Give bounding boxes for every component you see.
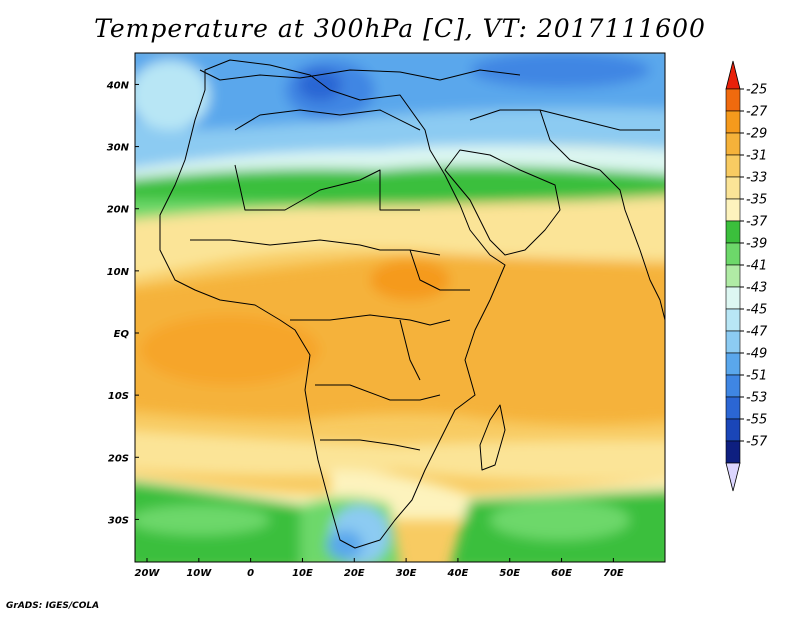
y-tick-label: 30S — [108, 515, 129, 526]
colorbar-label: -37 — [746, 215, 768, 230]
colorbar-segment — [725, 374, 741, 398]
madagascar-coastline — [479, 404, 506, 471]
x-tick-label: 20W — [135, 568, 161, 579]
x-tick-label: 30E — [396, 568, 417, 579]
colorbar-segment — [725, 264, 741, 288]
border-middle-east — [469, 109, 660, 131]
y-tick-label: 40N — [106, 80, 130, 91]
colorbar-label: -57 — [746, 435, 768, 450]
border-sahel — [190, 239, 441, 256]
y-tick-label: 10S — [108, 391, 129, 402]
colorbar-label: -43 — [746, 281, 767, 296]
africa-coastline — [159, 59, 506, 549]
colorbar-segment — [725, 198, 741, 222]
y-tick-label: 30N — [107, 143, 130, 154]
y-tick-label: EQ — [114, 329, 130, 340]
arabia-coastline — [444, 149, 561, 256]
temperature-field — [135, 53, 665, 562]
colorbar-segment — [725, 220, 741, 244]
colorbar-label: -45 — [746, 303, 767, 318]
grads-footer: GrADS: IGES/COLA — [6, 601, 100, 611]
x-tick-label: 60E — [551, 568, 572, 579]
colorbar-segment — [725, 418, 741, 442]
colorbar-label: -51 — [746, 369, 767, 384]
colorbar-label: -39 — [746, 237, 767, 252]
border-austral — [320, 439, 421, 451]
x-tick-label: 0 — [247, 568, 254, 579]
x-tick-label: 50E — [499, 568, 520, 579]
colorbar-segment — [725, 330, 741, 354]
x-tick-label: 70E — [603, 568, 624, 579]
colorbar-segment — [725, 154, 741, 178]
colorbar-segment — [725, 396, 741, 420]
colorbar-label: -29 — [746, 127, 767, 142]
x-tick-label: 20E — [344, 568, 365, 579]
map-frame — [134, 52, 666, 563]
coastline-borders — [159, 59, 665, 549]
colorbar-label: -41 — [746, 259, 767, 274]
colorbar-segment — [725, 176, 741, 200]
border-iran — [539, 109, 601, 171]
x-tick-label: 10W — [186, 568, 212, 579]
europe-coast — [199, 69, 521, 81]
colorbar-arrow-bottom — [725, 462, 741, 492]
axis-ticks: 20W 10W 0 10E 20E 30E 40E 50E 60E 70E 40N 30N 20N 10N… — [106, 80, 624, 579]
colorbar-label: -55 — [746, 413, 767, 428]
colorbar-segment — [725, 132, 741, 156]
colorbar-segment — [725, 242, 741, 266]
colorbar-segment — [725, 308, 741, 332]
border-sahara — [234, 164, 420, 211]
colorbar-segment — [725, 440, 741, 464]
colorbar-label: -33 — [746, 171, 767, 186]
y-tick-label: 20N — [107, 205, 130, 216]
colorbar-label: -53 — [746, 391, 767, 406]
border-south — [315, 384, 441, 401]
border-central — [290, 314, 451, 326]
colorbar-segment — [725, 110, 741, 134]
colorbar: -25 -27 -29 -31 -33 -35 -37 -39 -41 -43 -45 -47 -49 -… — [725, 60, 768, 492]
colorbar-segment — [725, 88, 741, 112]
colorbar-label: -49 — [746, 347, 767, 362]
border-great-lakes — [399, 319, 421, 381]
colorbar-arrow-top — [725, 60, 741, 90]
mediterranean-coast — [234, 109, 421, 131]
colorbar-segment — [725, 286, 741, 310]
y-tick-label: 10N — [107, 267, 130, 278]
india-coastline — [599, 169, 665, 321]
colorbar-label: -47 — [746, 325, 768, 340]
border-horn — [409, 249, 470, 291]
x-tick-label: 40E — [447, 568, 469, 579]
colorbar-label: -25 — [746, 83, 767, 98]
colorbar-segment — [725, 352, 741, 376]
y-tick-label: 20S — [108, 453, 129, 464]
colorbar-label: -27 — [746, 105, 768, 120]
colorbar-label: -35 — [746, 193, 767, 208]
colorbar-label: -31 — [746, 149, 767, 164]
chart-title: Temperature at 300hPa [C], VT: 201711160… — [94, 14, 706, 43]
x-tick-label: 10E — [292, 568, 313, 579]
